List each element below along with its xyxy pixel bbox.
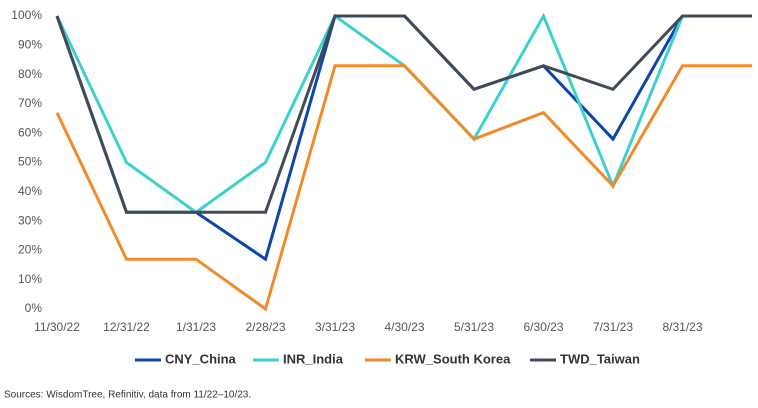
x-tick-label: 5/31/23	[454, 320, 494, 334]
legend-label: INR_India	[283, 351, 344, 366]
x-tick-label: 2/28/23	[245, 320, 285, 334]
x-tick-label: 8/31/23	[662, 320, 702, 334]
legend-label: TWD_Taiwan	[560, 351, 640, 366]
x-tick-label: 1/31/23	[176, 320, 216, 334]
x-tick-label: 4/30/23	[384, 320, 424, 334]
legend-label: CNY_China	[165, 351, 237, 366]
series-line	[55, 14, 752, 214]
series-line	[55, 12, 752, 215]
y-tick-label: 100%	[11, 8, 42, 22]
x-tick-label: 3/31/23	[315, 320, 355, 334]
legend-label: KRW_South Korea	[395, 351, 511, 366]
x-tick-label: 6/30/23	[523, 320, 563, 334]
y-tick-label: 50%	[18, 155, 42, 169]
y-tick-label: 0%	[25, 301, 43, 315]
y-tick-label: 70%	[18, 96, 42, 110]
y-tick-label: 10%	[18, 272, 42, 286]
y-tick-label: 30%	[18, 213, 42, 227]
y-tick-label: 40%	[18, 184, 42, 198]
y-tick-label: 80%	[18, 67, 42, 81]
y-tick-label: 60%	[18, 125, 42, 139]
y-tick-label: 90%	[18, 37, 42, 51]
y-tick-label: 20%	[18, 243, 42, 257]
x-tick-label: 12/31/22	[103, 320, 150, 334]
x-tick-label: 7/31/23	[593, 320, 633, 334]
x-tick-label: 11/30/22	[34, 320, 80, 334]
source-note: Sources: WisdomTree, Refinitiv, data fro…	[4, 390, 251, 401]
series-line	[55, 64, 752, 312]
